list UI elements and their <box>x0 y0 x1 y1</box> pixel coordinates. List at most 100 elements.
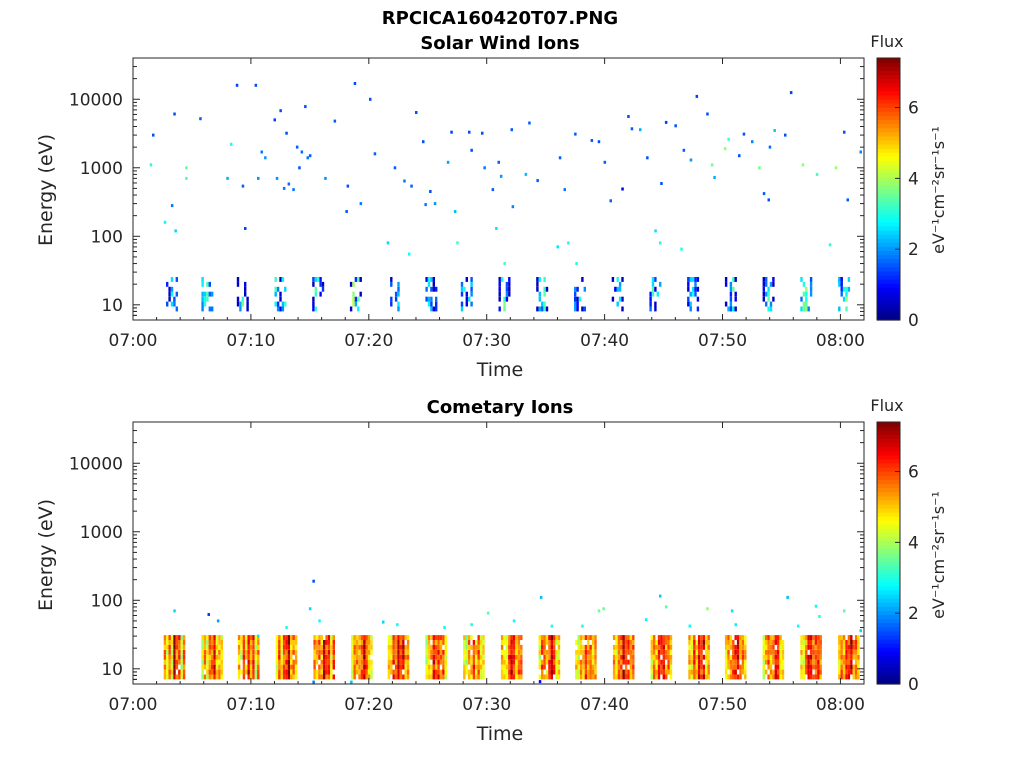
flux-cell <box>387 635 391 640</box>
flux-cell <box>850 644 853 650</box>
flux-cell <box>201 277 204 282</box>
flux-point <box>846 198 849 202</box>
flux-cell <box>201 640 204 645</box>
flux-cell <box>802 664 806 670</box>
flux-point <box>308 607 312 611</box>
flux-cell <box>739 674 742 680</box>
flux-cell <box>477 669 480 675</box>
flux-point <box>346 184 350 188</box>
flux-cell <box>553 640 556 645</box>
flux-cell <box>439 654 443 660</box>
flux-cell <box>178 635 181 640</box>
flux-point <box>453 210 457 213</box>
flux-cell <box>182 654 186 660</box>
colorbar-segment <box>877 86 900 92</box>
flux-cell <box>693 644 696 650</box>
flux-cell <box>394 654 398 660</box>
flux-cell <box>660 659 663 665</box>
flux-cell <box>397 674 400 680</box>
flux-cell <box>237 640 241 645</box>
flux-cell <box>812 649 815 655</box>
flux-cell <box>627 644 630 650</box>
colorbar-segment <box>877 577 900 583</box>
flux-cell <box>444 669 447 675</box>
flux-cell <box>536 281 539 287</box>
flux-cell <box>294 664 298 670</box>
flux-cell <box>237 674 241 680</box>
flux-cell <box>817 644 820 650</box>
flux-cell <box>769 649 773 655</box>
flux-cell <box>320 674 323 680</box>
flux-cell <box>254 669 258 675</box>
flux-cell <box>845 669 848 675</box>
flux-cell <box>553 649 556 655</box>
flux-cell <box>290 659 293 665</box>
flux-cell <box>203 654 207 660</box>
flux-cell <box>500 640 504 645</box>
flux-cell <box>765 654 768 660</box>
flux-cell <box>618 296 622 302</box>
flux-cell <box>332 664 335 670</box>
flux-cell <box>358 664 361 670</box>
flux-cell <box>173 659 176 665</box>
flux-cell <box>812 644 815 650</box>
flux-cell <box>430 635 433 640</box>
flux-cell <box>657 654 661 660</box>
flux-cell <box>330 664 333 670</box>
flux-cell <box>622 635 625 640</box>
flux-cell <box>237 669 241 675</box>
x-tick-label: 07:20 <box>344 695 393 715</box>
flux-cell <box>781 640 785 645</box>
flux-point <box>723 147 727 151</box>
flux-cell <box>802 301 806 307</box>
flux-cell <box>170 291 174 297</box>
flux-cell <box>437 640 440 645</box>
flux-cell <box>363 654 366 660</box>
flux-cell <box>847 669 851 675</box>
flux-point <box>403 179 406 183</box>
flux-cell <box>520 659 523 665</box>
flux-cell <box>665 669 668 675</box>
flux-cell <box>693 654 696 660</box>
flux-cell <box>705 654 708 660</box>
flux-cell <box>779 644 782 650</box>
flux-cell <box>700 674 703 680</box>
flux-cell <box>772 644 775 650</box>
flux-point <box>359 202 363 206</box>
flux-cell <box>536 277 539 282</box>
flux-cell <box>242 635 246 640</box>
flux-cell <box>357 296 360 302</box>
flux-point <box>528 121 531 125</box>
flux-cell <box>842 286 846 292</box>
flux-point <box>470 623 473 627</box>
flux-cell <box>662 640 665 645</box>
flux-cell <box>427 301 431 307</box>
flux-cell <box>435 301 438 307</box>
flux-cell <box>700 654 703 660</box>
flux-cell <box>467 674 471 680</box>
flux-cell <box>729 291 733 297</box>
flux-point <box>659 594 662 598</box>
flux-point <box>497 160 500 164</box>
flux-cell <box>201 664 204 670</box>
flux-cell <box>163 644 167 650</box>
flux-cell <box>557 644 561 650</box>
flux-cell <box>360 640 364 645</box>
flux-cell <box>505 659 509 665</box>
flux-cell <box>482 659 485 665</box>
flux-cell <box>463 640 466 645</box>
flux-cell <box>206 674 209 680</box>
flux-cell <box>470 669 473 675</box>
flux-cell <box>805 654 808 660</box>
flux-cell <box>690 674 694 680</box>
x-tick-label: 07:10 <box>226 695 275 715</box>
y-tick-label: 1000 <box>80 523 123 543</box>
flux-cell <box>394 649 398 655</box>
flux-cell <box>662 649 665 655</box>
flux-cell <box>589 644 592 650</box>
colorbar-segment <box>877 454 900 460</box>
flux-cell <box>218 649 221 655</box>
flux-cell <box>254 659 258 665</box>
flux-cell <box>390 664 393 670</box>
flux-cell <box>315 659 319 665</box>
